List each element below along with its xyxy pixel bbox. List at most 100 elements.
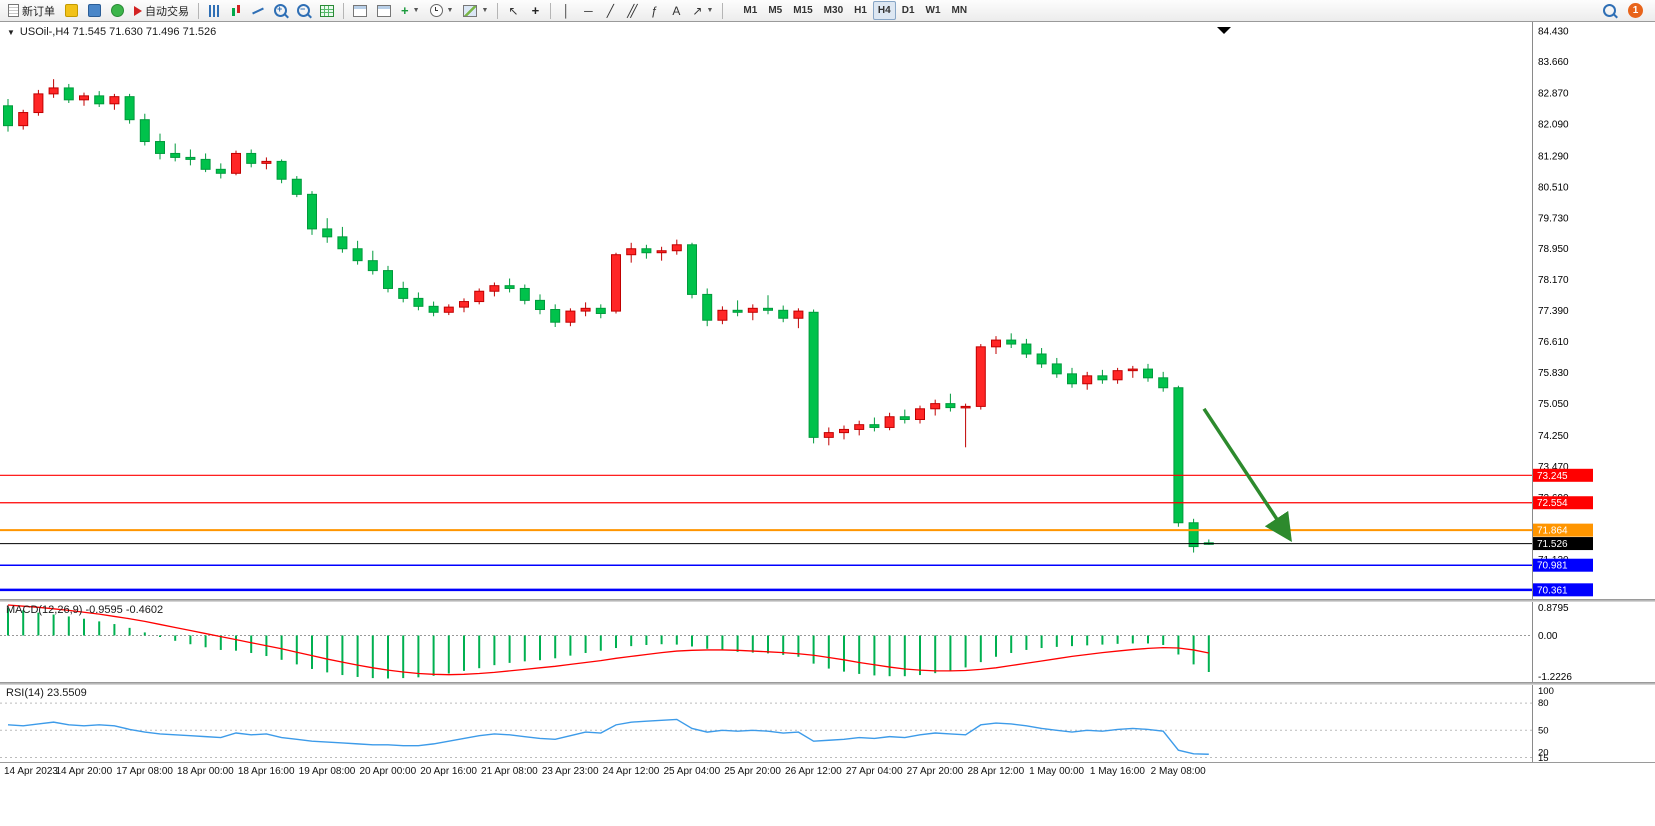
candlestick <box>717 309 728 321</box>
candlestick <box>261 160 272 164</box>
time-axis-label: 26 Apr 12:00 <box>785 766 842 777</box>
line-chart-button[interactable] <box>248 1 268 20</box>
price-axis-separator[interactable] <box>1532 22 1533 762</box>
candlestick <box>915 408 925 421</box>
candlestick <box>1051 363 1062 375</box>
candlestick-icon <box>231 4 242 17</box>
price-axis-label: 82.870 <box>1538 89 1569 100</box>
candlestick <box>763 307 773 311</box>
trendline-button[interactable]: ╱ <box>600 1 620 20</box>
candlestick <box>626 248 637 256</box>
rsi-line <box>7 718 1209 755</box>
zoom-in-icon: + <box>274 4 287 17</box>
price-line-badge <box>1533 583 1593 597</box>
candlestick <box>109 96 120 105</box>
main-price-chart[interactable]: 84.430 83.660 82.870 82.090 81.290 80.510 79.7… <box>0 22 1655 599</box>
candlestick <box>1021 343 1032 355</box>
candlestick <box>489 285 500 292</box>
candlestick <box>975 346 986 407</box>
rsi-axis-label: 20 <box>1538 747 1549 758</box>
price-axis-label: 82.090 <box>1538 120 1569 131</box>
timeframe-button-h4[interactable]: H4 <box>872 1 896 20</box>
timeframe-button-m5[interactable]: M5 <box>763 1 787 20</box>
time-axis-label: 18 Apr 16:00 <box>237 766 295 777</box>
metaeditor-button[interactable] <box>61 1 82 20</box>
price-line-badge-label: 71.526 <box>1537 539 1568 550</box>
rsi-axis-label: 80 <box>1538 698 1549 709</box>
candlestick <box>1067 373 1077 385</box>
text-tool-button[interactable]: A <box>666 1 686 20</box>
timeframe-button-m30[interactable]: M30 <box>819 1 848 20</box>
crosshair-button[interactable]: + <box>525 1 545 20</box>
templates-button[interactable]: ▼ <box>459 1 492 20</box>
candlestick <box>519 287 530 301</box>
timeframe-button-m15[interactable]: M15 <box>788 1 817 20</box>
arrows-tool-button[interactable]: ↗ ▼ <box>688 1 717 20</box>
chevron-down-icon: ▼ <box>446 7 454 14</box>
auto-trading-button[interactable]: 自动交易 <box>130 1 193 20</box>
candlestick <box>1143 368 1153 379</box>
time-axis-label: 14 Apr 2023 <box>4 766 58 777</box>
candlestick <box>732 309 743 313</box>
tile-windows-button[interactable] <box>316 1 338 20</box>
timeframe-button-m1[interactable]: M1 <box>738 1 762 20</box>
zoom-out-button[interactable]: − <box>293 1 314 20</box>
cursor-button[interactable]: ↖ <box>503 1 523 20</box>
time-axis-label: 27 Apr 04:00 <box>845 766 903 777</box>
fibonacci-button[interactable]: ƒ <box>644 1 664 20</box>
panel-splitter[interactable] <box>0 682 1655 685</box>
timeframe-button-h1[interactable]: H1 <box>849 1 872 20</box>
candlestick <box>33 93 44 114</box>
periods-button[interactable]: ▼ <box>426 1 458 20</box>
price-axis-label: 76.610 <box>1538 337 1569 348</box>
notifications-badge[interactable]: 1 <box>1628 3 1643 18</box>
channel-icon: ╱╱ <box>627 3 638 18</box>
new-chart-button[interactable] <box>349 1 371 20</box>
arrow-tool-icon: ↗ <box>692 3 703 18</box>
price-line-badge-label: 71.864 <box>1537 526 1568 537</box>
toolbar-separator <box>550 2 552 19</box>
price-line-badge <box>1533 523 1593 537</box>
hline-button[interactable]: ─ <box>578 1 598 20</box>
candlestick <box>170 152 181 158</box>
candlestick <box>504 285 515 289</box>
new-order-button[interactable]: 新订单 <box>4 1 59 20</box>
time-axis[interactable]: 14 Apr 2023 14 Apr 20:00 17 Apr 08:00 18 Ap… <box>0 762 1655 781</box>
channel-button[interactable]: ╱╱ <box>622 1 642 20</box>
metaeditor-icon <box>65 4 78 17</box>
candlestick <box>1036 353 1047 365</box>
community-button[interactable] <box>107 1 128 20</box>
candlestick <box>459 301 469 308</box>
indicators-button[interactable]: + ▼ <box>397 1 424 20</box>
chart-profiles-button[interactable] <box>373 1 395 20</box>
profiles-button[interactable] <box>84 1 105 20</box>
trend-arrow-annotation[interactable] <box>1202 407 1292 542</box>
time-axis-label: 20 Apr 00:00 <box>359 766 417 777</box>
price-line-badge <box>1533 537 1593 551</box>
timeframe-button-w1[interactable]: W1 <box>921 1 946 20</box>
bar-chart-button[interactable] <box>204 1 224 20</box>
one-click-trading-icon[interactable]: ▼ <box>7 27 15 37</box>
candlestick <box>869 424 880 428</box>
tile-windows-icon <box>320 4 334 17</box>
candlestick-button[interactable] <box>226 1 246 20</box>
price-axis-label: 79.730 <box>1538 213 1569 224</box>
search-button[interactable] <box>1599 1 1620 20</box>
candlestick <box>580 307 591 312</box>
vline-button[interactable]: │ <box>556 1 576 20</box>
zoom-in-button[interactable]: + <box>270 1 291 20</box>
timeframe-button-mn[interactable]: MN <box>947 1 973 20</box>
time-axis-label: 17 Apr 08:00 <box>116 766 173 777</box>
candlestick <box>1158 377 1169 389</box>
macd-indicator-panel[interactable]: 0.8795 0.00 -1.2226 <box>0 602 1655 682</box>
candlestick <box>443 306 454 313</box>
candlestick <box>185 156 196 160</box>
panel-splitter[interactable] <box>0 599 1655 602</box>
text-tool-icon: A <box>672 3 681 18</box>
candlestick <box>793 310 804 319</box>
scroll-to-end-icon[interactable] <box>1217 27 1231 34</box>
candlestick <box>1006 339 1017 345</box>
price-axis-label: 78.950 <box>1538 244 1569 255</box>
timeframe-button-d1[interactable]: D1 <box>897 1 920 20</box>
